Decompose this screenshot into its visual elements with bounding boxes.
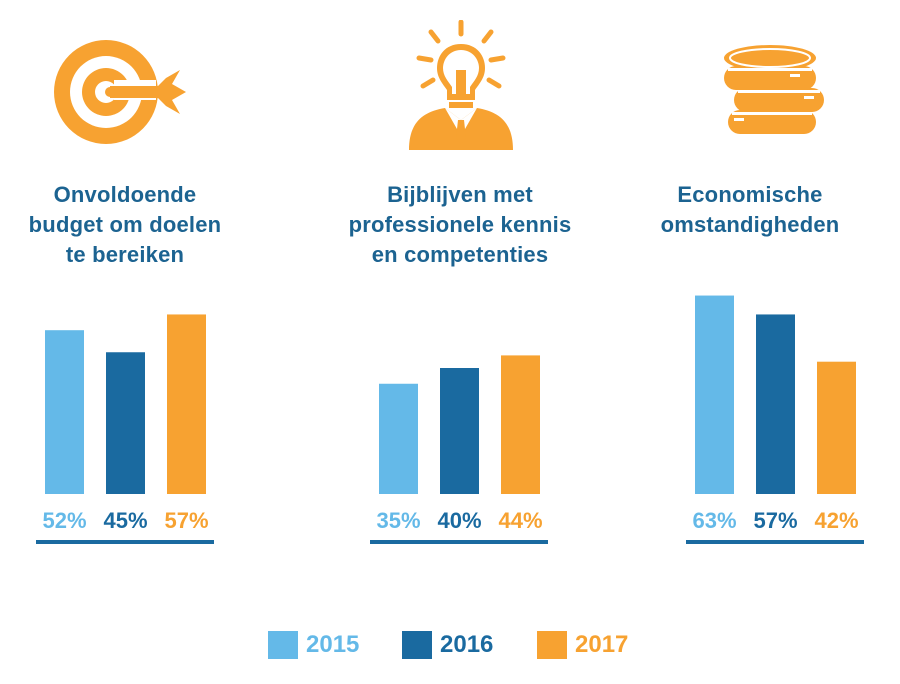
data-label-2016: 45% [103,508,147,533]
data-label-2015: 52% [42,508,86,533]
chart-title: Economische omstandigheden [625,180,875,240]
baseline-rule [36,540,214,544]
legend-swatch [268,631,298,659]
title-line: Bijblijven met [387,182,533,207]
bar-2016 [106,352,145,494]
target-dart-icon [54,40,186,144]
title-line: budget om doelen [28,212,222,237]
chart-panel-economy: Economische omstandigheden 63% 57% 42% [600,0,900,560]
chart-panel-budget: Onvoldoende budget om doelen te bereiken… [0,0,300,560]
legend: 2015 2016 2017 [0,628,900,664]
coin-stack-icon [724,45,824,134]
bar-chart: 52% 45% 57% [36,314,214,544]
bar-chart: 35% 40% 44% [370,355,548,544]
chart-title: Bijblijven met professionele kennis en c… [335,180,585,270]
bar-2015 [379,383,418,494]
baseline-rule [370,540,548,544]
title-line: professionele kennis [348,212,572,237]
title-line: Economische [677,182,823,207]
bar-2015 [695,295,734,494]
legend-label: 2017 [575,631,629,658]
legend-swatch [537,631,567,659]
baseline-rule [686,540,864,544]
legend-label: 2016 [440,631,494,658]
bar-2017 [167,314,206,494]
title-line: en competenties [371,242,549,267]
bar-2015 [45,330,84,494]
bar-2016 [756,314,795,494]
data-label-2017: 42% [814,508,858,533]
data-label-2016: 57% [753,508,797,533]
bar-2017 [501,355,540,494]
legend-label: 2015 [306,631,360,658]
data-label-2017: 44% [498,508,542,533]
data-label-2015: 35% [376,508,420,533]
lightbulb-head-icon [409,20,513,150]
chart-panel-knowledge: Bijblijven met professionele kennis en c… [300,0,600,560]
data-label-2016: 40% [437,508,481,533]
data-label-2015: 63% [692,508,736,533]
bar-2017 [817,361,856,494]
title-line: omstandigheden [660,212,840,237]
legend-swatch [402,631,432,659]
chart-title: Onvoldoende budget om doelen te bereiken [0,180,250,270]
bar-2016 [440,368,479,494]
bar-chart: 63% 57% 42% [686,295,864,544]
title-line: Onvoldoende [53,182,197,207]
title-line: te bereiken [65,242,185,267]
data-label-2017: 57% [164,508,208,533]
